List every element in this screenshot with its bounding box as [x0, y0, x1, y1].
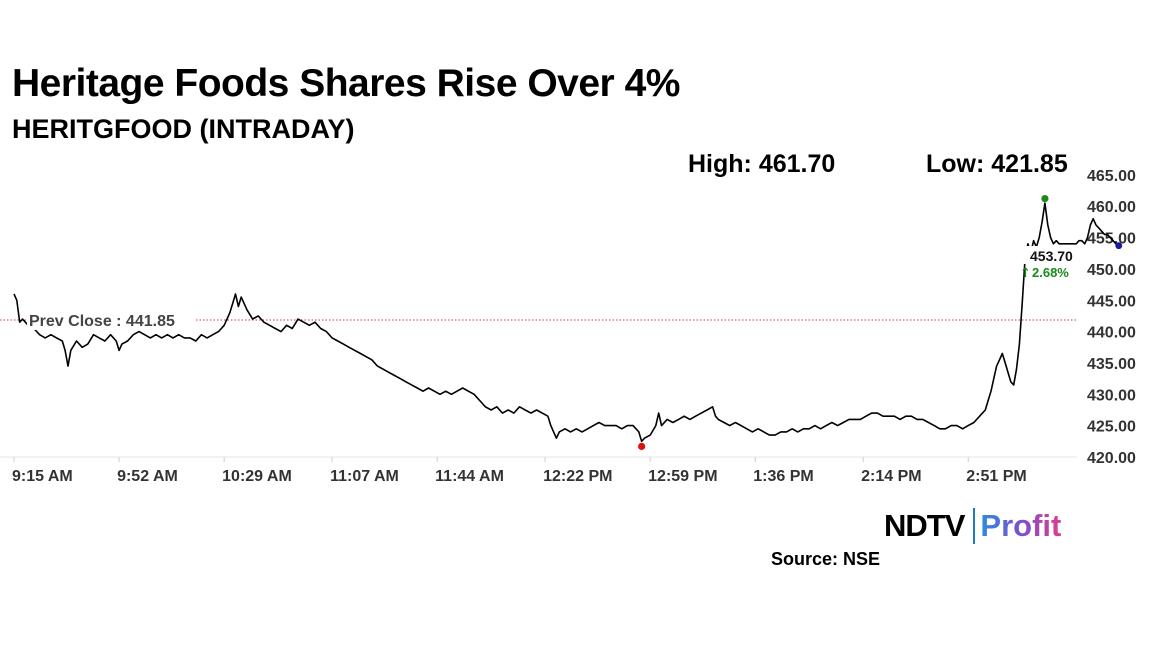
y-tick-label: 450.00	[1087, 262, 1136, 279]
x-tick-label: 9:15 AM	[12, 468, 73, 485]
ndtv-profit-logo: NDTV Profit	[884, 508, 1061, 544]
source-note: Source: NSE	[771, 549, 881, 569]
y-tick-label: 420.00	[1087, 450, 1136, 467]
price-series-line	[13, 202, 1120, 443]
x-tick-label: 1:36 PM	[753, 468, 813, 485]
y-tick-label: 435.00	[1087, 356, 1136, 373]
x-tick-label: 9:52 AM	[117, 468, 178, 485]
logo-profit-text: Profit	[980, 508, 1062, 543]
change-percent-label: 2.68%	[1032, 265, 1069, 280]
y-tick-label: 440.00	[1087, 325, 1136, 342]
logo-ndtv-text: NDTV	[884, 508, 965, 543]
x-tick-label: 2:14 PM	[861, 468, 921, 485]
x-tick-label: 2:51 PM	[966, 468, 1026, 485]
change-arrow-icon: ↑	[1020, 266, 1031, 281]
last-price-marker	[1115, 242, 1123, 250]
x-tick-label: 12:22 PM	[543, 468, 612, 485]
last-price-label: 453.70	[1030, 248, 1073, 264]
low-value: Low: 421.85	[926, 150, 1068, 178]
logo-separator	[973, 508, 976, 544]
x-tick-label: 11:07 AM	[330, 468, 399, 485]
x-tick-label: 12:59 PM	[648, 468, 717, 485]
y-tick-label: 445.00	[1087, 293, 1136, 310]
day-high-marker	[1041, 194, 1049, 203]
x-tick-label: 11:44 AM	[435, 468, 504, 485]
y-tick-label: 430.00	[1087, 387, 1136, 404]
y-tick-label: 465.00	[1087, 168, 1136, 185]
y-tick-label: 425.00	[1087, 419, 1136, 436]
last-price-label-bg	[1024, 246, 1076, 264]
day-low-marker	[638, 442, 646, 451]
y-tick-label: 460.00	[1087, 199, 1136, 216]
high-value: High: 461.70	[688, 150, 836, 178]
x-tick-label: 10:29 AM	[222, 468, 292, 485]
prev-close-label-bg	[27, 310, 195, 331]
chart-title: Heritage Foods Shares Rise Over 4%	[12, 62, 680, 105]
prev-close-label: Prev Close : 441.85	[29, 313, 175, 330]
chart-subtitle: HERITGFOOD (INTRADAY)	[12, 114, 355, 144]
